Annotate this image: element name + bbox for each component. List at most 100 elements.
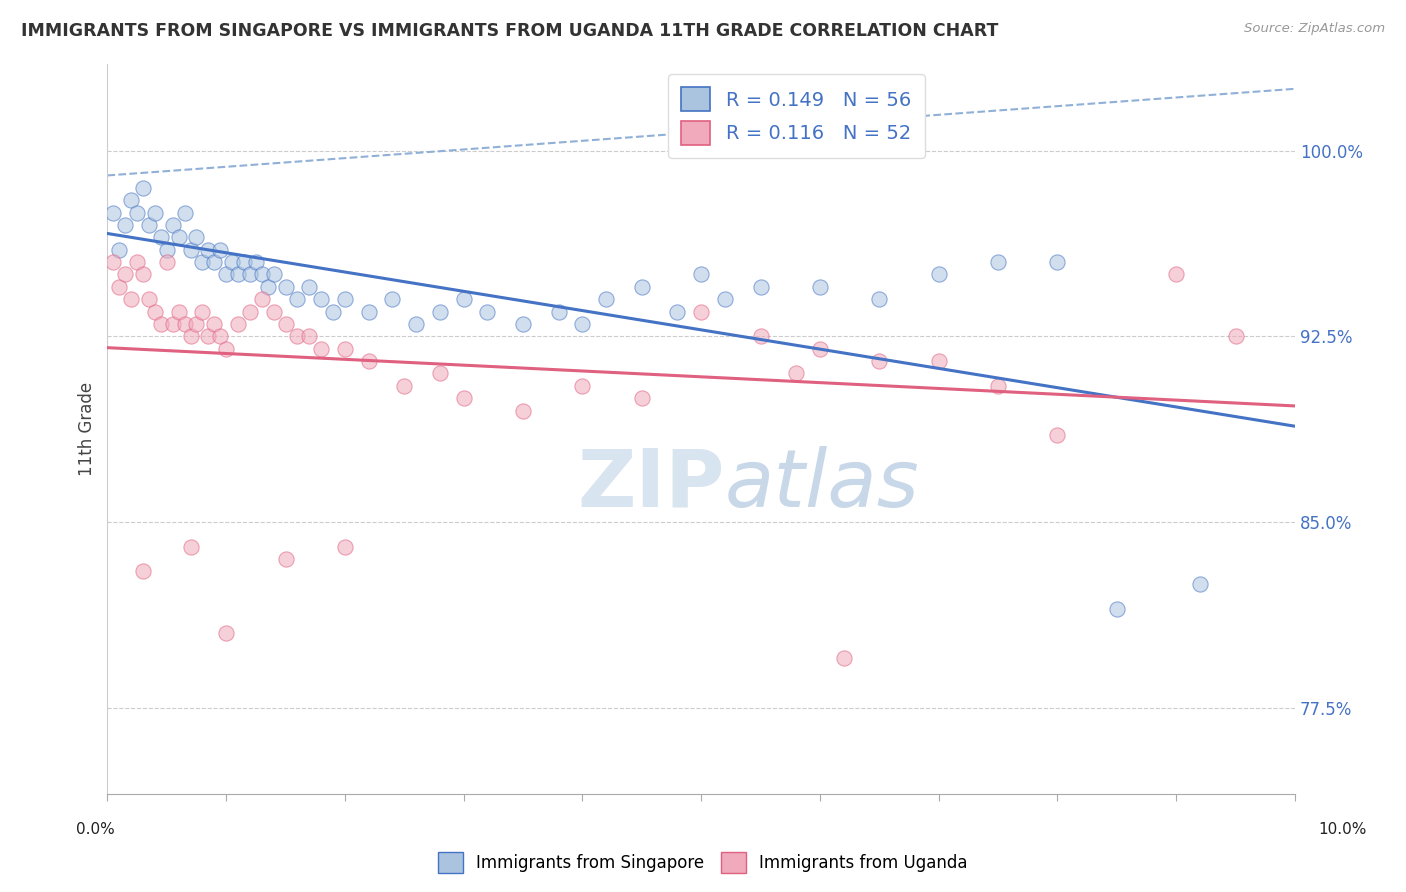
Point	[114, 268, 136, 282]
Point	[143, 205, 166, 219]
Point	[749, 329, 772, 343]
Text: 10.0%: 10.0%	[1319, 822, 1367, 837]
Point	[333, 292, 356, 306]
Point	[690, 268, 713, 282]
Point	[298, 329, 321, 343]
Point	[215, 268, 238, 282]
Point	[987, 379, 1010, 393]
Point	[405, 317, 427, 331]
Legend: R = 0.149   N = 56, R = 0.116   N = 52: R = 0.149 N = 56, R = 0.116 N = 52	[668, 74, 925, 158]
Point	[333, 540, 356, 554]
Point	[173, 317, 195, 331]
Text: ZIP: ZIP	[578, 446, 725, 524]
Legend: Immigrants from Singapore, Immigrants from Uganda: Immigrants from Singapore, Immigrants fr…	[432, 846, 974, 880]
Point	[202, 255, 225, 269]
Point	[832, 651, 855, 665]
Point	[274, 317, 297, 331]
Point	[250, 268, 273, 282]
Point	[215, 342, 238, 356]
Point	[928, 354, 950, 368]
Point	[167, 230, 190, 244]
Point	[263, 268, 285, 282]
Point	[630, 280, 652, 294]
Point	[149, 317, 172, 331]
Point	[785, 367, 807, 381]
Point	[333, 342, 356, 356]
Point	[453, 292, 475, 306]
Point	[162, 218, 184, 232]
Point	[868, 292, 890, 306]
Text: 0.0%: 0.0%	[76, 822, 115, 837]
Point	[987, 255, 1010, 269]
Point	[1046, 428, 1069, 442]
Point	[381, 292, 404, 306]
Point	[1105, 601, 1128, 615]
Point	[714, 292, 737, 306]
Point	[256, 280, 278, 294]
Point	[143, 304, 166, 318]
Point	[215, 626, 238, 640]
Point	[571, 317, 593, 331]
Point	[132, 565, 155, 579]
Point	[808, 342, 831, 356]
Point	[233, 255, 256, 269]
Y-axis label: 11th Grade: 11th Grade	[79, 382, 96, 476]
Point	[298, 280, 321, 294]
Point	[191, 304, 214, 318]
Point	[180, 243, 202, 257]
Point	[263, 304, 285, 318]
Point	[167, 304, 190, 318]
Point	[394, 379, 416, 393]
Point	[156, 255, 179, 269]
Point	[149, 230, 172, 244]
Point	[868, 354, 890, 368]
Point	[103, 255, 125, 269]
Point	[191, 255, 214, 269]
Point	[197, 243, 219, 257]
Point	[226, 317, 249, 331]
Point	[309, 292, 332, 306]
Point	[108, 280, 131, 294]
Point	[1225, 329, 1247, 343]
Point	[512, 317, 534, 331]
Point	[287, 329, 309, 343]
Point	[221, 255, 243, 269]
Point	[125, 205, 148, 219]
Point	[429, 367, 451, 381]
Point	[120, 292, 142, 306]
Point	[1046, 255, 1069, 269]
Point	[453, 391, 475, 405]
Point	[690, 304, 713, 318]
Point	[322, 304, 344, 318]
Point	[595, 292, 617, 306]
Point	[173, 205, 195, 219]
Point	[114, 218, 136, 232]
Point	[571, 379, 593, 393]
Point	[630, 391, 652, 405]
Point	[209, 329, 232, 343]
Point	[274, 280, 297, 294]
Point	[512, 403, 534, 417]
Point	[357, 304, 380, 318]
Text: IMMIGRANTS FROM SINGAPORE VS IMMIGRANTS FROM UGANDA 11TH GRADE CORRELATION CHART: IMMIGRANTS FROM SINGAPORE VS IMMIGRANTS …	[21, 22, 998, 40]
Point	[226, 268, 249, 282]
Point	[239, 304, 262, 318]
Point	[808, 280, 831, 294]
Point	[132, 268, 155, 282]
Text: Source: ZipAtlas.com: Source: ZipAtlas.com	[1244, 22, 1385, 36]
Point	[202, 317, 225, 331]
Point	[180, 329, 202, 343]
Point	[103, 205, 125, 219]
Point	[309, 342, 332, 356]
Point	[666, 304, 689, 318]
Point	[1188, 577, 1211, 591]
Point	[477, 304, 499, 318]
Point	[186, 230, 208, 244]
Point	[245, 255, 267, 269]
Point	[108, 243, 131, 257]
Point	[138, 292, 160, 306]
Point	[274, 552, 297, 566]
Point	[132, 181, 155, 195]
Point	[138, 218, 160, 232]
Point	[250, 292, 273, 306]
